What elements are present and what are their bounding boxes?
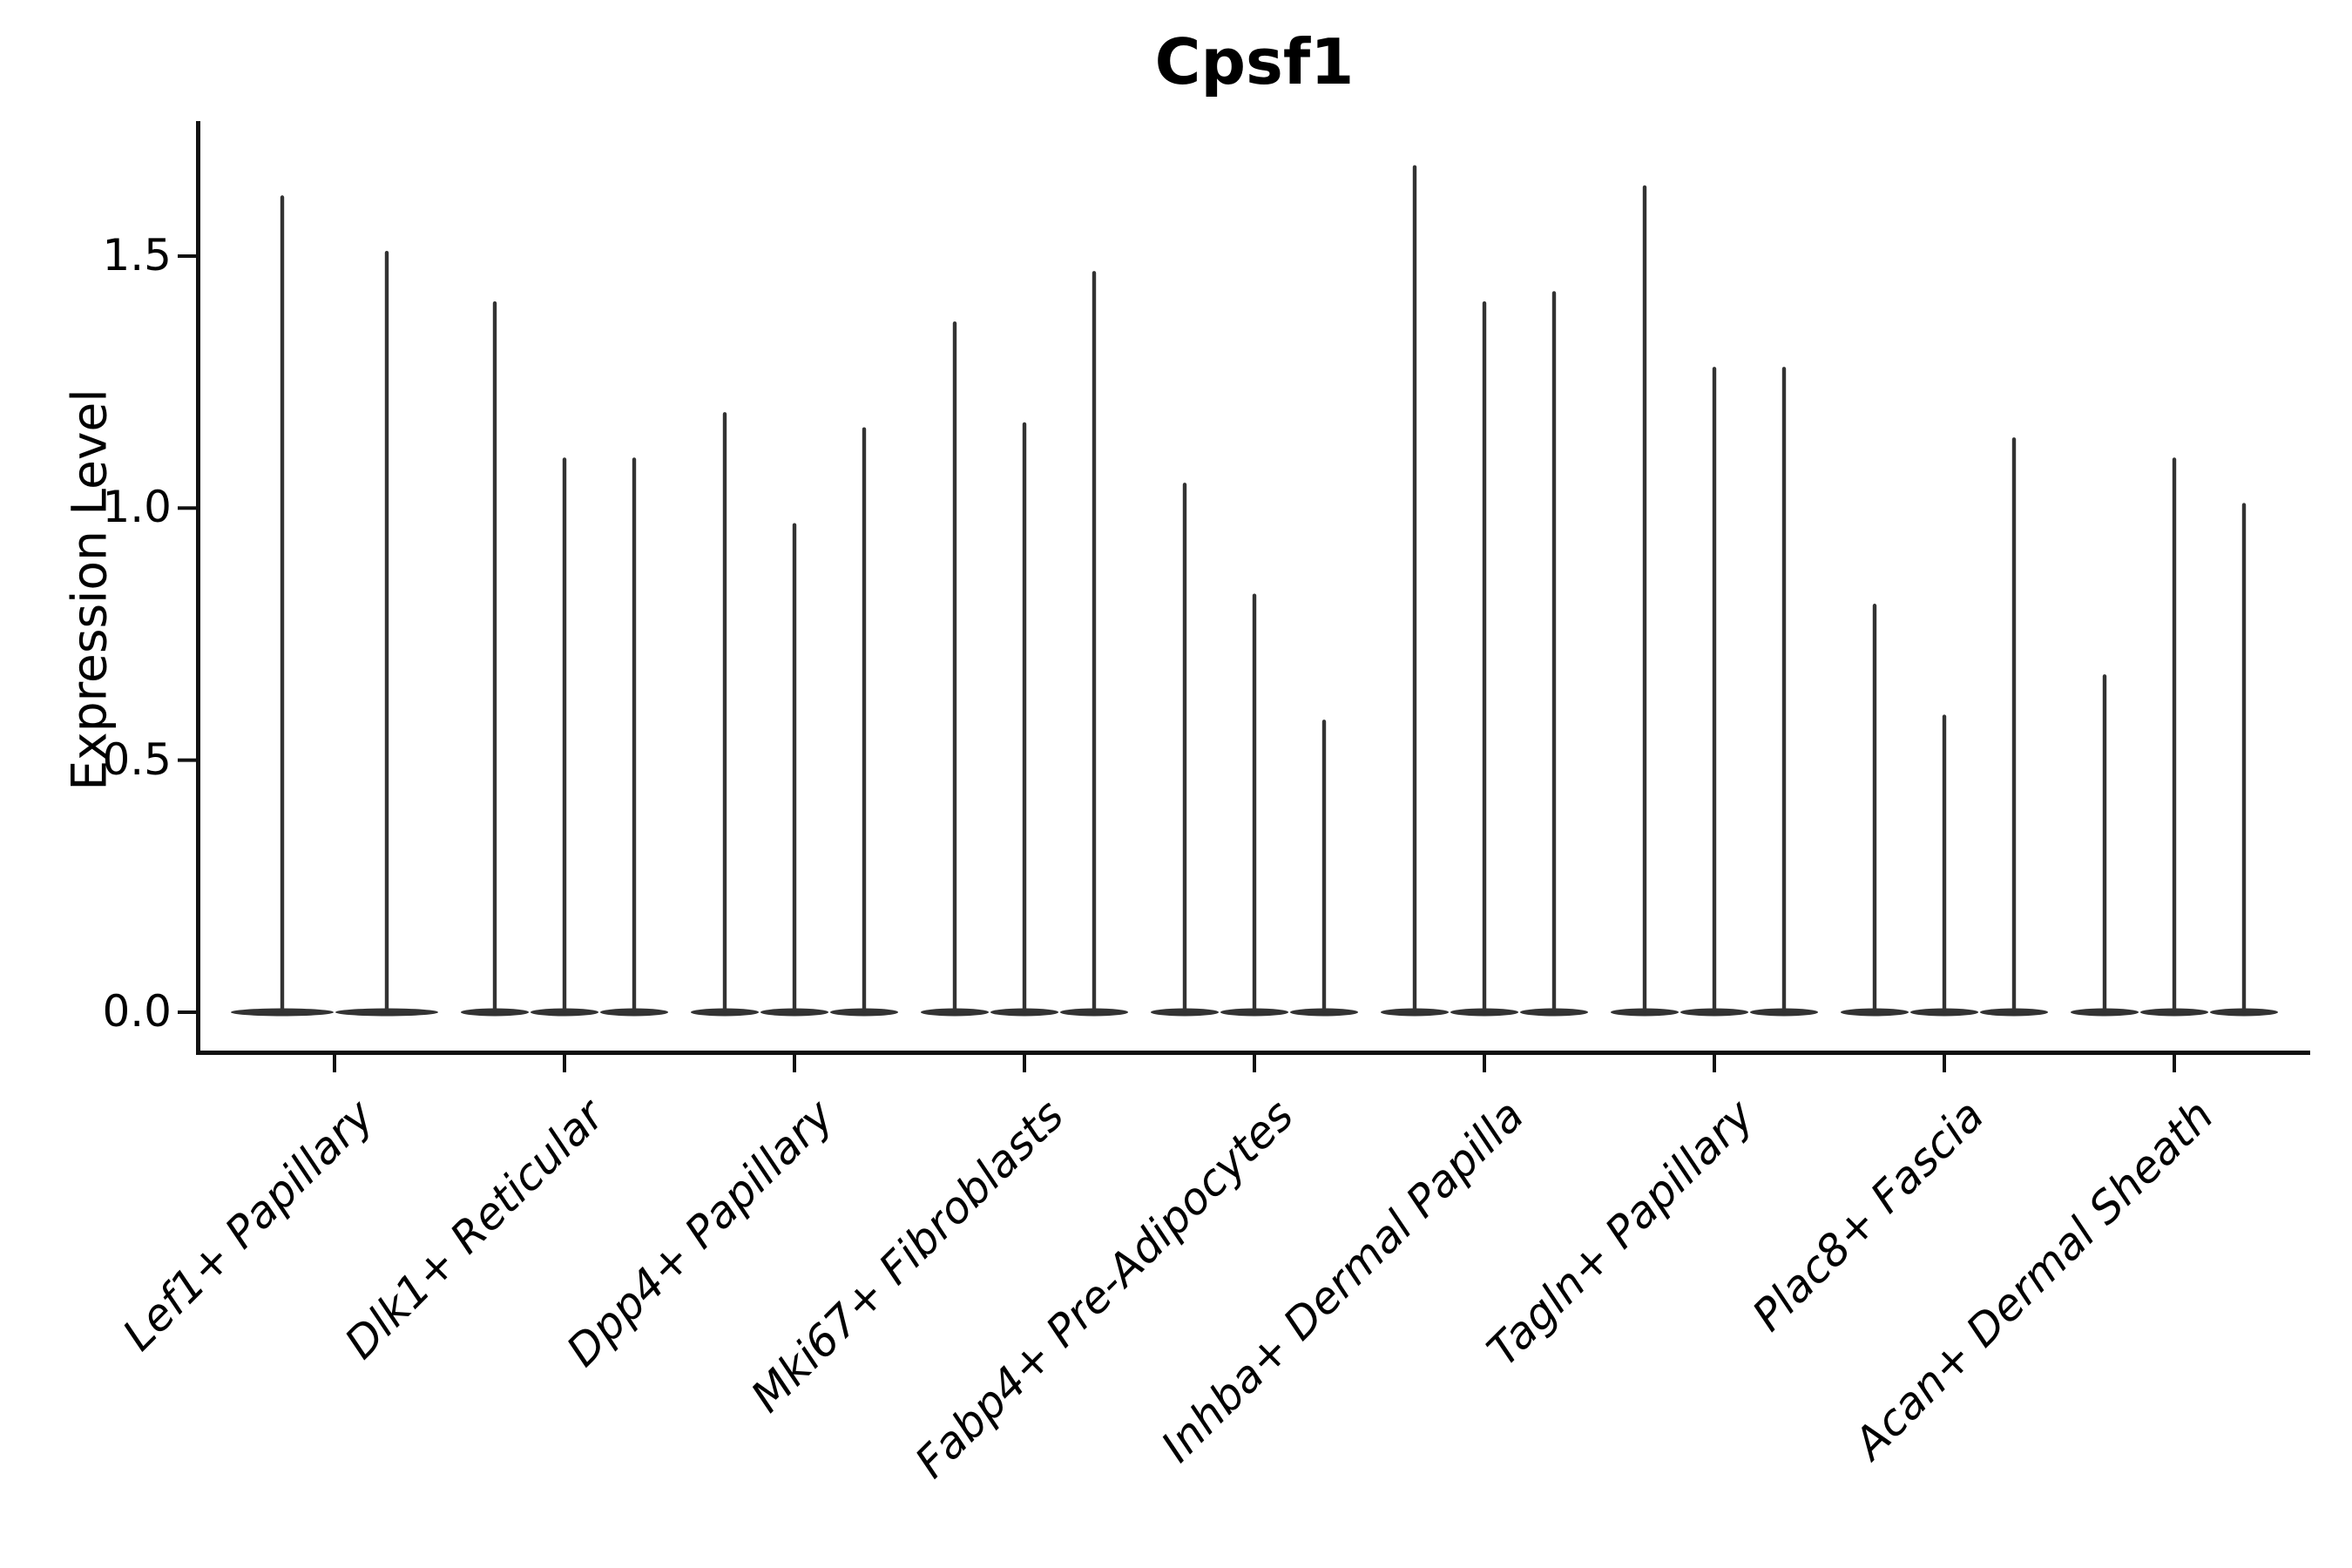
y-tick-label-0.0: 0.0: [102, 986, 172, 1037]
y-tick-label-1.5: 1.5: [102, 229, 172, 280]
violin-group: [921, 271, 1128, 1017]
y-axis-label: Expression Level: [61, 389, 118, 791]
violin-group: [1151, 483, 1358, 1017]
y-tick-label-0.5: 0.5: [102, 733, 172, 785]
violin-group: [2071, 457, 2278, 1017]
violin-group: [1381, 165, 1588, 1017]
violin-group: [461, 301, 668, 1017]
y-tick-label-1.0: 1.0: [102, 482, 172, 533]
page-title: Cpsf1: [1154, 25, 1355, 98]
violin-group: [231, 195, 438, 1017]
violin-group: [1611, 185, 1818, 1017]
violin-group: [691, 412, 898, 1017]
violin-group: [1841, 437, 2048, 1017]
